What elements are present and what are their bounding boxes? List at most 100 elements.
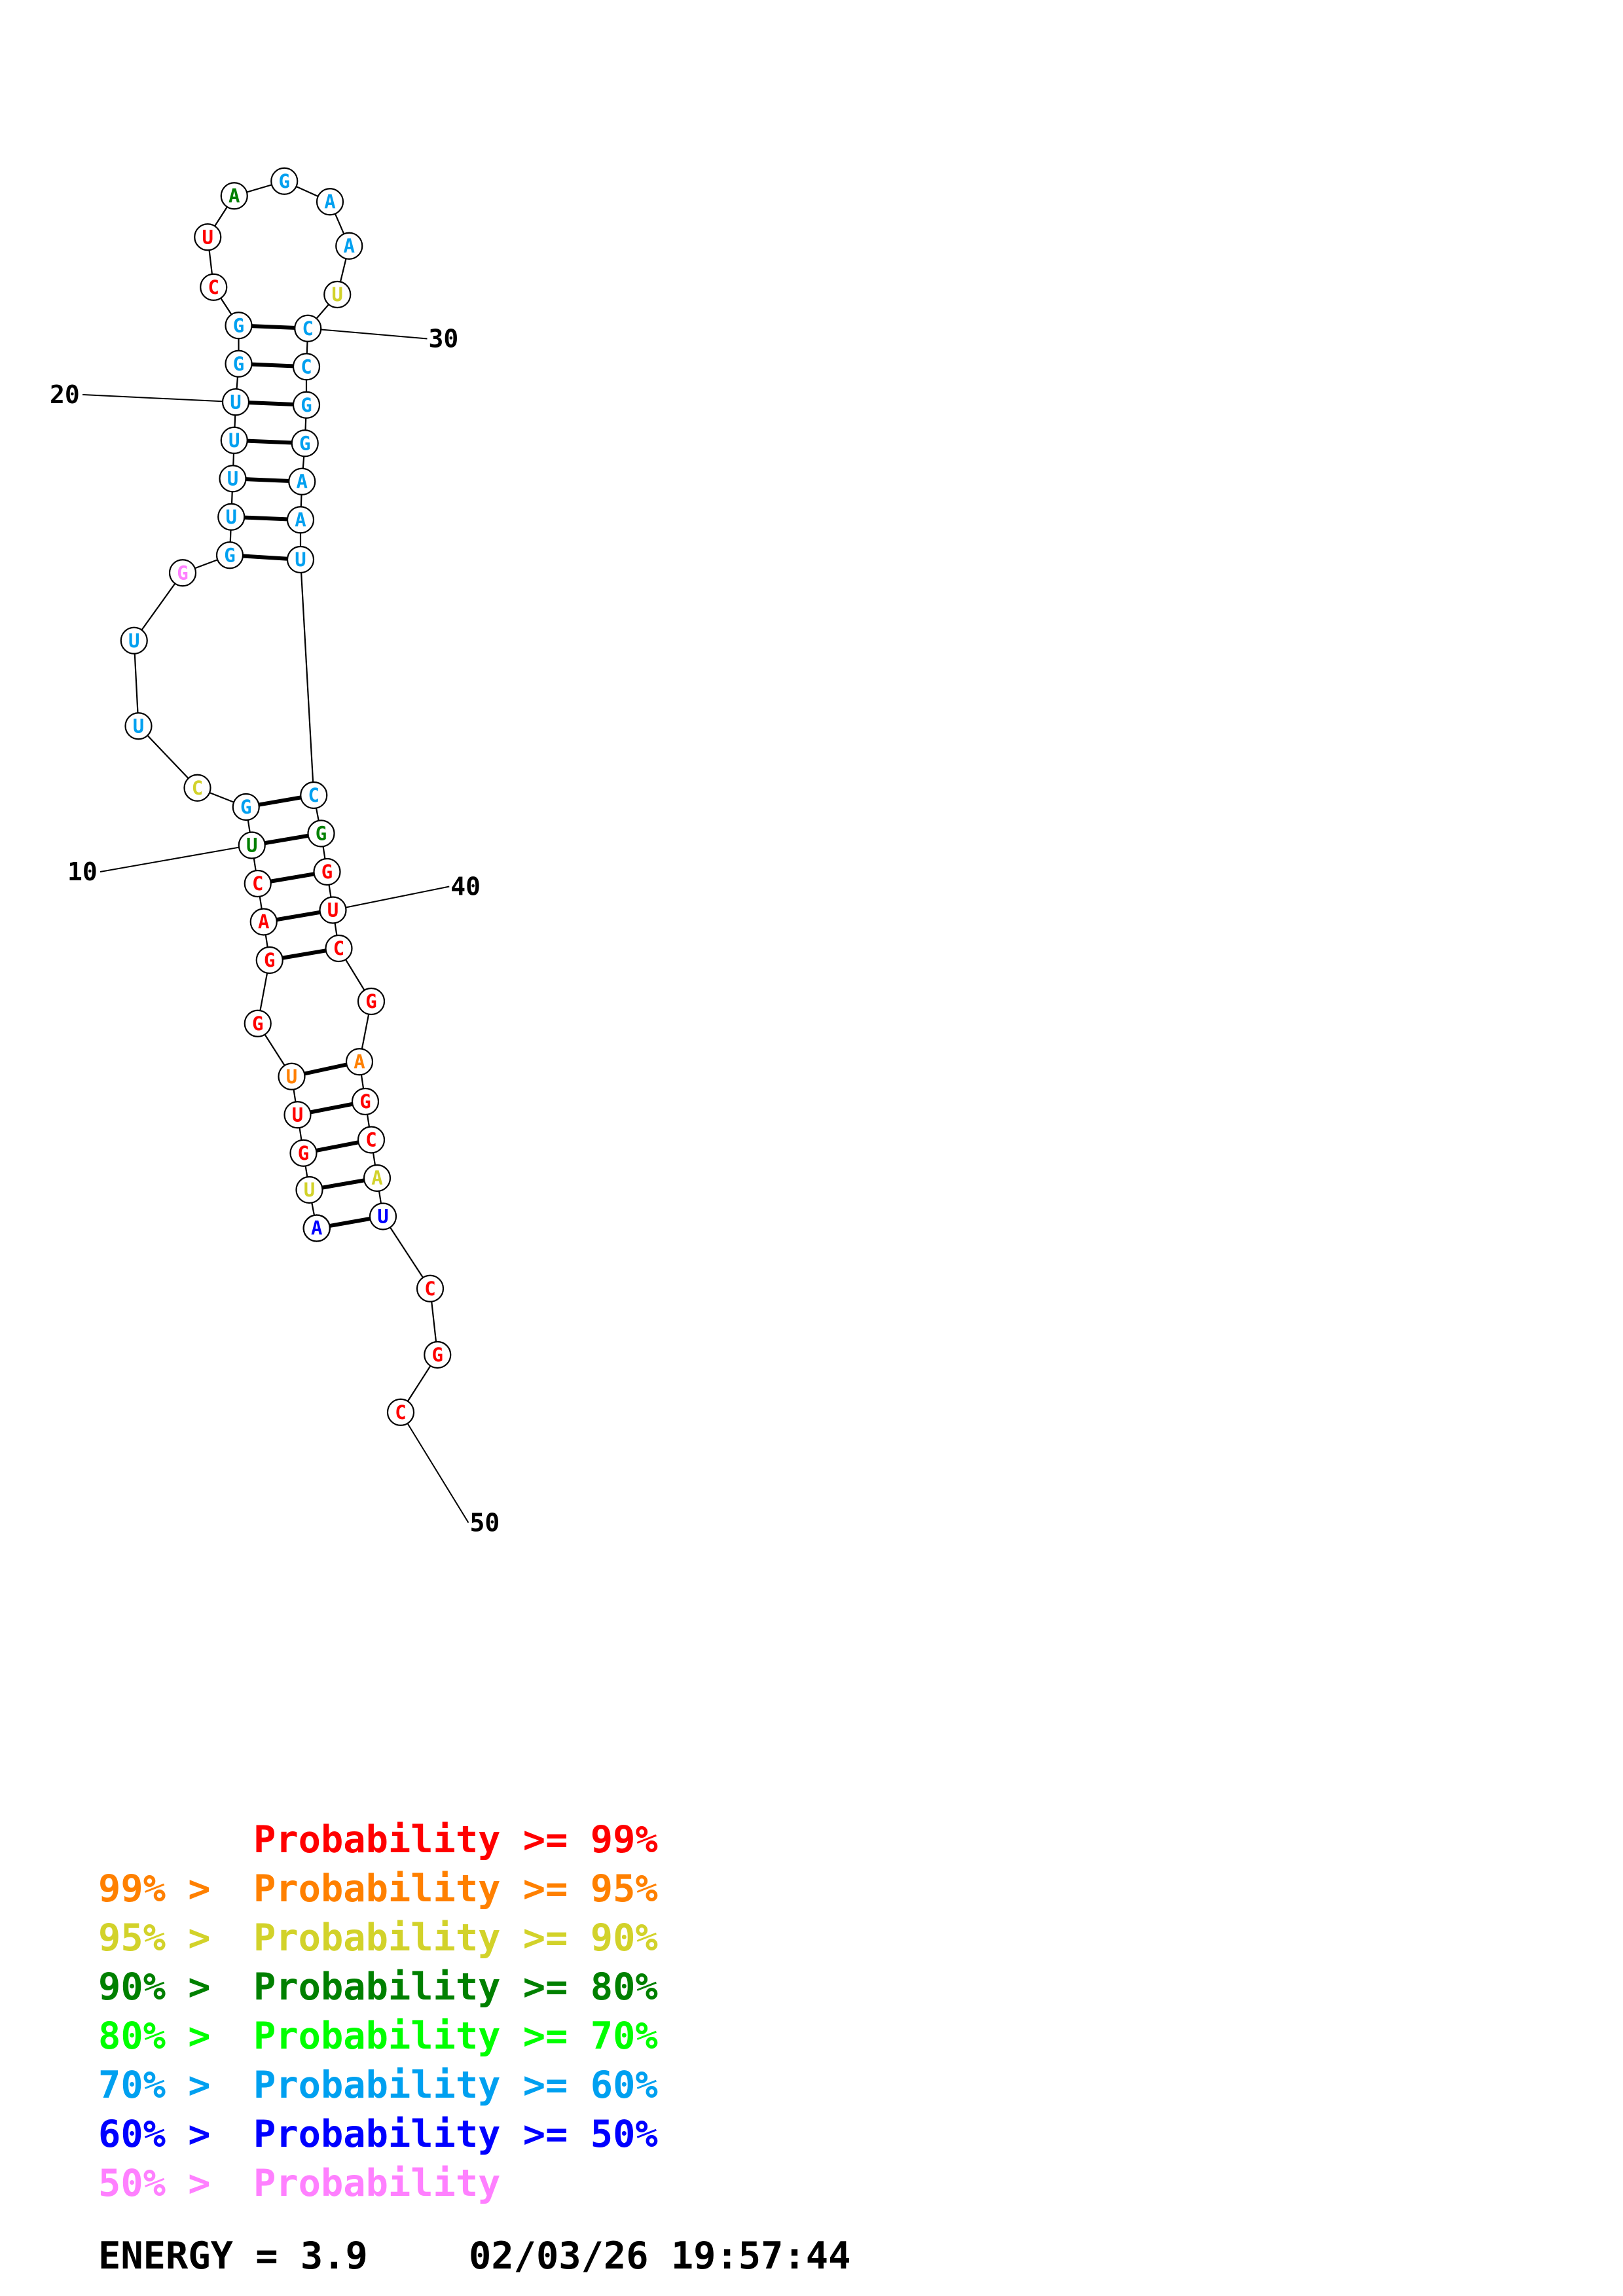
nucleotide-circle [363, 1164, 392, 1193]
legend-entry: 50% > Probability [98, 2162, 501, 2205]
nucleotide: G [313, 857, 341, 886]
nucleotide: C [244, 869, 272, 898]
legend-prefix: 50% > [98, 2162, 211, 2205]
position-label-leader [100, 844, 251, 872]
legend-entry: 90% > Probability >= 80% [98, 1965, 658, 2009]
nucleotide-letter: C [302, 317, 314, 340]
nucleotide-letter: U [230, 391, 241, 413]
nucleotide: U [238, 831, 266, 859]
nucleotide-circle [345, 1048, 374, 1076]
nucleotide-letter: G [316, 823, 327, 845]
nucleotide-letter: U [202, 226, 213, 248]
nucleotide-letter: C [308, 784, 319, 806]
nucleotide-circle [357, 1126, 386, 1154]
nucleotide-circle [357, 987, 386, 1016]
legend-prefix: 60% > [98, 2113, 211, 2156]
nucleotide-circle [288, 467, 316, 495]
nucleotide-letter: A [295, 509, 306, 531]
timestamp-text: 02/03/26 19:57:44 [469, 2234, 850, 2278]
nucleotide-circle [289, 1139, 318, 1167]
nucleotide-circle [283, 1101, 312, 1129]
nucleotide: G [232, 793, 260, 821]
nucleotide: U [278, 1062, 306, 1090]
nucleotide: G [244, 1009, 272, 1037]
nucleotide: U [194, 223, 222, 251]
nucleotide-letter: G [279, 170, 290, 192]
nucleotide-circle [286, 506, 315, 534]
nucleotide-letter: U [286, 1066, 297, 1088]
nucleotide-letter: A [344, 235, 355, 257]
nucleotide: U [124, 712, 153, 740]
position-label: 50 [470, 1509, 500, 1537]
nucleotide-circle [244, 869, 272, 898]
nucleotide-letter: U [246, 834, 257, 857]
nucleotide-circle [294, 314, 322, 342]
nucleotide-letter: U [295, 548, 306, 571]
nucleotide-circle [323, 280, 352, 309]
nucleotide-letter: A [354, 1050, 365, 1073]
nucleotide-letter: U [226, 506, 237, 528]
nucleotide: G [292, 391, 321, 419]
nucleotide-circle [225, 350, 253, 378]
position-label: 10 [67, 857, 98, 886]
nucleotide-circle [278, 1062, 306, 1090]
position-label: 40 [450, 872, 481, 901]
nucleotide: G [307, 819, 335, 848]
legend-label: Probability >= 50% [253, 2113, 658, 2156]
backbone-segment [137, 725, 198, 789]
nucleotide: G [255, 946, 283, 975]
nucleotide-letter: G [233, 353, 244, 375]
nucleotides: CGCAUGUUGGACUGCUUGGUUUUGGCUAGAAUCCGGAAUC… [120, 167, 452, 1426]
nucleotide-letter: C [208, 276, 219, 298]
nucleotide: A [288, 467, 316, 495]
energy-text: ENERGY = 3.9 [98, 2234, 368, 2278]
position-label-leader [308, 327, 428, 340]
nucleotide-letter: U [327, 899, 338, 922]
nucleotide: G [225, 350, 253, 378]
nucleotide-letter: G [299, 432, 310, 454]
nucleotide-letter: C [395, 1401, 406, 1424]
nucleotide-letter: A [297, 471, 308, 493]
nucleotide-circle [221, 388, 250, 416]
nucleotide-letter: A [371, 1167, 382, 1189]
nucleotide-circle [292, 391, 321, 419]
nucleotide-circle [319, 896, 347, 924]
nucleotide: G [225, 312, 253, 340]
nucleotide-circle [335, 232, 363, 260]
nucleotide: U [220, 426, 248, 454]
nucleotide: A [363, 1164, 392, 1193]
nucleotide: A [316, 188, 344, 216]
nucleotide-circle [270, 167, 299, 195]
nucleotide: U [323, 280, 352, 309]
nucleotide-letter: G [301, 394, 312, 416]
nucleotide-letter: A [311, 1217, 322, 1240]
nucleotide-letter: G [365, 990, 376, 1013]
legend-label: Probability >= 80% [253, 1965, 658, 2009]
nucleotide-circle [316, 188, 344, 216]
nucleotide-letter: C [252, 872, 263, 895]
nucleotide: U [120, 626, 148, 655]
legend-label: Probability >= 99% [253, 1818, 658, 1861]
nucleotide: U [319, 896, 347, 924]
nucleotide: U [219, 465, 247, 493]
nucleotide: C [416, 1274, 445, 1302]
legend-label: Probability [253, 2162, 501, 2205]
legend-prefix: 99% > [98, 1867, 211, 1910]
nucleotide-letter: A [228, 185, 240, 207]
legend-label: Probability >= 90% [253, 1916, 658, 1960]
nucleotide: U [217, 503, 246, 531]
nucleotide-circle [300, 781, 328, 810]
nucleotide-letter: A [324, 190, 335, 213]
legend-prefix: 90% > [98, 1965, 211, 2009]
nucleotide-letter: G [321, 861, 333, 883]
nucleotide-letter: G [224, 544, 235, 566]
nucleotide-circle [369, 1202, 397, 1230]
nucleotide-circle [313, 857, 341, 886]
nucleotide: C [183, 774, 211, 802]
nucleotide: C [292, 353, 321, 381]
position-label-leader [82, 394, 236, 403]
nucleotide-circle [219, 465, 247, 493]
position-label: 20 [50, 380, 80, 409]
legend-label: Probability >= 60% [253, 2064, 658, 2107]
